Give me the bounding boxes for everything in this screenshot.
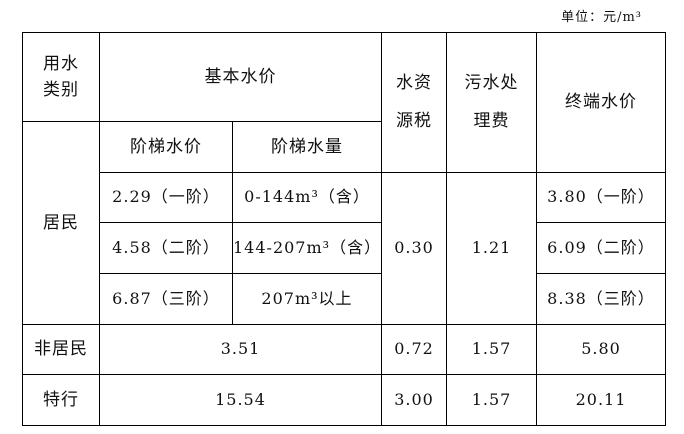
residential-sewage-fee: 1.21 bbox=[446, 172, 537, 325]
tier3-terminal: 8.38（三阶） bbox=[536, 273, 666, 325]
tier2-terminal: 6.09（二阶） bbox=[536, 222, 666, 274]
non-residential-terminal: 5.80 bbox=[536, 324, 666, 375]
header-basic-price: 基本水价 bbox=[99, 32, 382, 122]
residential-resource-tax: 0.30 bbox=[381, 172, 447, 325]
tier2-price: 4.58（二阶） bbox=[99, 222, 233, 274]
tier1-volume: 0-144m³（含） bbox=[232, 172, 382, 223]
non-residential-basic: 3.51 bbox=[99, 324, 382, 375]
non-residential-resource-tax: 0.72 bbox=[381, 324, 447, 375]
header-category: 用水 类别 bbox=[22, 32, 100, 122]
non-residential-sewage-fee: 1.57 bbox=[446, 324, 537, 375]
tier3-price: 6.87（三阶） bbox=[99, 273, 233, 325]
tier3-volume: 207m³以上 bbox=[232, 273, 382, 325]
residential-label: 居民 bbox=[22, 121, 100, 325]
water-price-table: 用水 类别 基本水价 水资 源税 污水处 理费 终端水价 居民 阶梯水价 阶梯水… bbox=[22, 32, 666, 426]
tier1-terminal: 3.80（一阶） bbox=[536, 172, 666, 223]
special-terminal: 20.11 bbox=[536, 374, 666, 426]
special-label: 特行 bbox=[22, 374, 100, 426]
special-sewage-fee: 1.57 bbox=[446, 374, 537, 426]
unit-label: 单位：元/m³ bbox=[561, 10, 642, 25]
header-terminal-price: 终端水价 bbox=[536, 32, 666, 173]
special-resource-tax: 3.00 bbox=[381, 374, 447, 426]
header-tier-volume: 阶梯水量 bbox=[232, 121, 382, 173]
header-tier-price: 阶梯水价 bbox=[99, 121, 233, 173]
tier1-price: 2.29（一阶） bbox=[99, 172, 233, 223]
non-residential-label: 非居民 bbox=[22, 324, 100, 375]
special-basic: 15.54 bbox=[99, 374, 382, 426]
header-sewage-fee: 污水处 理费 bbox=[446, 32, 537, 173]
header-resource-tax: 水资 源税 bbox=[381, 32, 447, 173]
tier2-volume: 144-207m³（含） bbox=[232, 222, 382, 274]
